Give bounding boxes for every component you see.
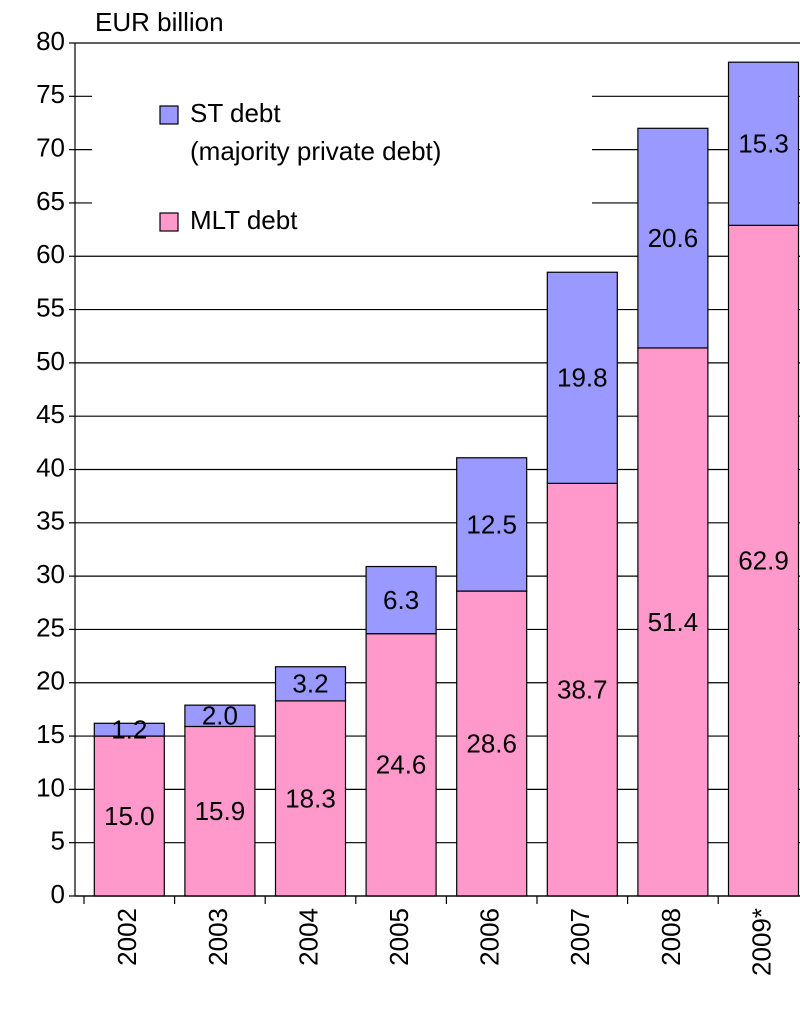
value-label: 6.3 [383, 585, 419, 615]
y-tick-label: 45 [36, 399, 65, 429]
value-label: 62.9 [738, 546, 789, 576]
y-tick-label: 80 [36, 26, 65, 56]
legend-line: ST debt [190, 98, 281, 128]
value-label: 18.3 [285, 783, 336, 813]
value-label: 51.4 [648, 607, 699, 637]
chart-title: EUR billion [95, 7, 224, 37]
value-label: 2.0 [202, 701, 238, 731]
y-tick-label: 40 [36, 452, 65, 482]
legend-label: MLT debt [190, 205, 298, 235]
y-tick-label: 5 [51, 826, 65, 856]
y-tick-label: 35 [36, 506, 65, 536]
y-tick-label: 25 [36, 612, 65, 642]
value-label: 20.6 [648, 223, 699, 253]
value-label: 1.2 [111, 715, 147, 745]
bar-segment [274, 700, 347, 897]
y-tick-label: 50 [36, 346, 65, 376]
bar-segment [184, 704, 256, 728]
y-tick-label: 30 [36, 559, 65, 589]
bar-segment [727, 224, 800, 897]
x-tick-label: 2007 [565, 908, 595, 966]
legend-swatch [159, 212, 179, 232]
x-tick-label: 2003 [203, 908, 233, 966]
legend-line: (majority private debt) [190, 136, 441, 166]
x-tick-label: 2009* [746, 908, 776, 976]
value-label: 15.3 [738, 129, 789, 159]
y-tick-label: 0 [51, 879, 65, 909]
bar-segment [456, 457, 528, 592]
value-label: 12.5 [466, 509, 517, 539]
value-label: 3.2 [292, 669, 328, 699]
bar-segment [637, 127, 709, 349]
legend-swatch [159, 105, 179, 125]
legend-line: MLT debt [190, 205, 298, 235]
y-tick-label: 20 [36, 666, 65, 696]
value-label: 19.8 [557, 363, 608, 393]
x-tick-label: 2002 [112, 908, 142, 966]
y-tick-label: 55 [36, 292, 65, 322]
y-tick-label: 60 [36, 239, 65, 269]
bar-segment [93, 735, 165, 897]
x-tick-label: 2006 [475, 908, 505, 966]
x-tick-label: 2008 [656, 908, 686, 966]
y-tick-label: 70 [36, 133, 65, 163]
bar-segment [637, 347, 709, 897]
bar-segment [93, 722, 165, 737]
y-tick-label: 15 [36, 719, 65, 749]
bar-segment [274, 666, 347, 702]
value-label: 15.0 [104, 801, 155, 831]
legend-label: ST debt (majority private debt) [190, 98, 441, 166]
value-label: 15.9 [195, 796, 246, 826]
bar-segment [456, 590, 528, 897]
bar-segment [727, 61, 800, 226]
value-label: 24.6 [376, 750, 427, 780]
value-label: 28.6 [466, 728, 517, 758]
x-tick-label: 2005 [384, 908, 414, 966]
y-tick-label: 65 [36, 186, 65, 216]
y-tick-label: 75 [36, 79, 65, 109]
y-tick-label: 10 [36, 772, 65, 802]
bar-segment [546, 271, 618, 484]
bar-segment [365, 565, 437, 635]
x-tick-label: 2004 [293, 908, 323, 966]
value-label: 38.7 [557, 675, 608, 705]
